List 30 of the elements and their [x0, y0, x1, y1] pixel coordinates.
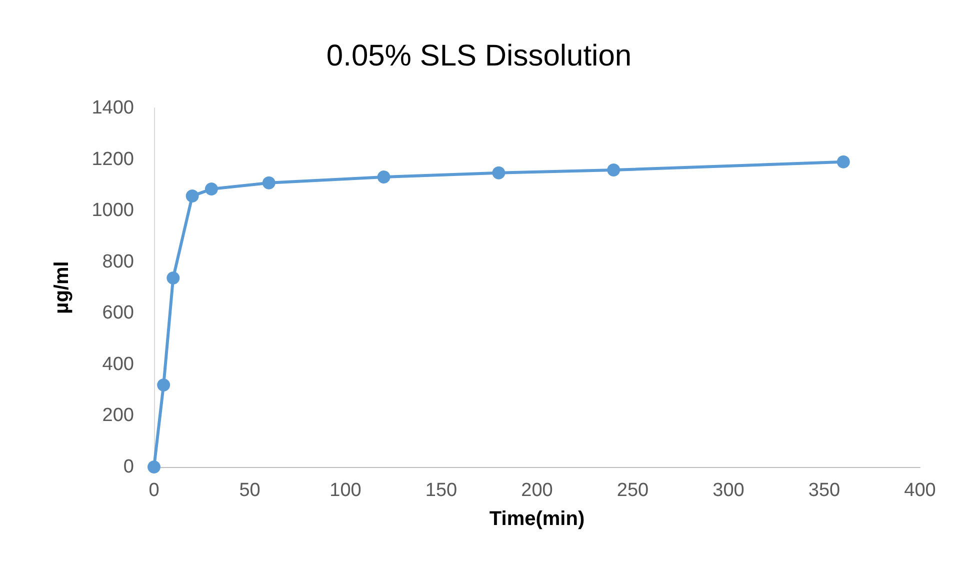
point [204, 182, 218, 196]
point [262, 176, 276, 190]
point [377, 170, 390, 184]
x-tick-label: 250 [616, 480, 649, 501]
y-axis-title: µg/ml [51, 261, 73, 314]
point [492, 166, 506, 180]
y-tick-label: 0 [123, 456, 134, 478]
point [148, 460, 160, 474]
point [607, 164, 620, 177]
x-tick-label: 300 [712, 480, 744, 501]
y-tick-label: 1200 [92, 148, 134, 170]
y-tick-label: 1000 [92, 200, 134, 222]
point [186, 189, 199, 202]
x-tick-label: 400 [904, 480, 936, 501]
x-tick-label: 50 [239, 480, 260, 501]
point [157, 378, 170, 392]
point [836, 155, 850, 168]
point [166, 272, 180, 285]
y-tick-label: 200 [102, 405, 134, 426]
y-tick-label: 600 [102, 302, 134, 324]
x-tick-label: 150 [425, 480, 458, 501]
y-tick-label: 1400 [92, 98, 134, 118]
x-tick-label: 0 [148, 480, 160, 501]
x-axis-title: Time(min) [489, 508, 585, 530]
x-tick-label: 350 [808, 480, 840, 501]
y-tick-label: 800 [102, 251, 134, 272]
x-tick-label: 100 [330, 480, 362, 501]
x-tick-label: 200 [521, 480, 553, 501]
y-tick-label: 400 [102, 354, 134, 375]
chart-title: 0.05% SLS Dissolution [326, 40, 632, 72]
